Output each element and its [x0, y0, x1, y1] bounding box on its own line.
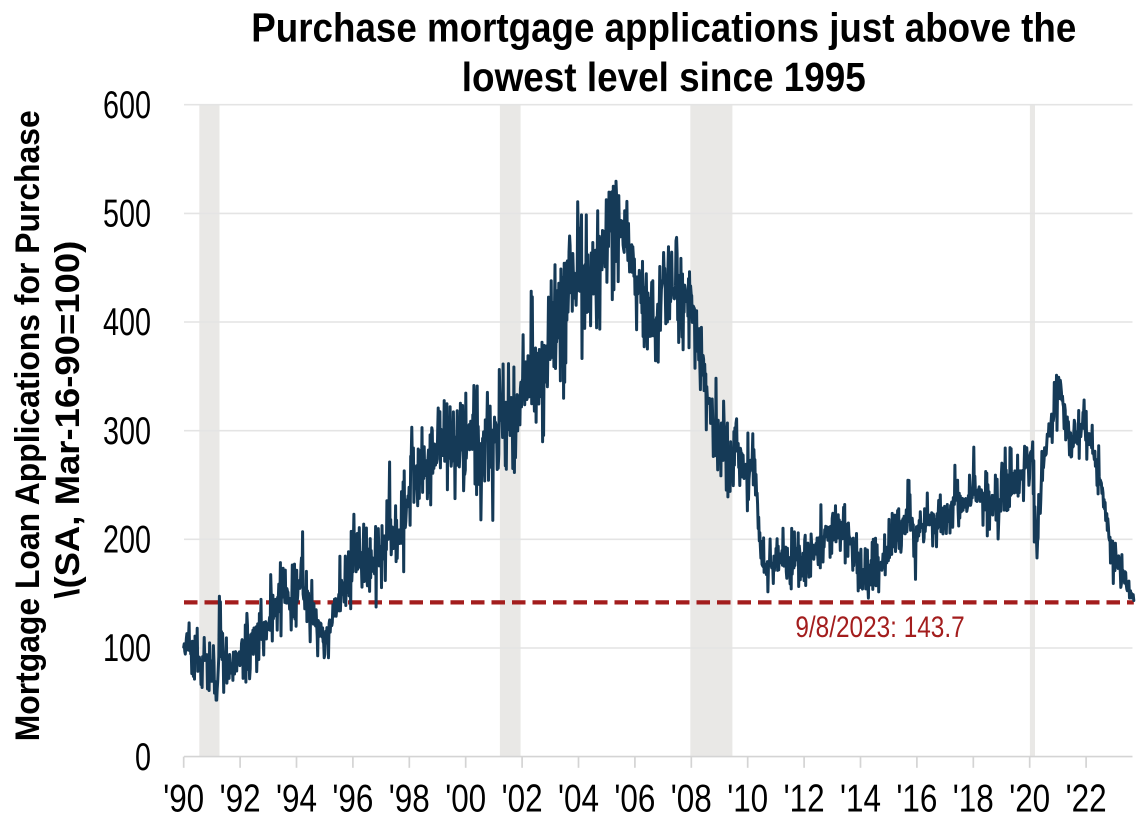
svg-text:'00: '00 [445, 778, 486, 821]
svg-text:'18: '18 [953, 778, 994, 821]
svg-text:lowest level since 1995: lowest level since 1995 [462, 54, 866, 100]
svg-text:'04: '04 [558, 778, 599, 821]
svg-text:0: 0 [135, 736, 151, 779]
svg-text:'92: '92 [220, 778, 261, 821]
svg-text:'08: '08 [671, 778, 712, 821]
svg-text:Purchase mortgage applications: Purchase mortgage applications just abov… [251, 4, 1076, 50]
svg-text:'02: '02 [502, 778, 543, 821]
svg-text:'20: '20 [1009, 778, 1050, 821]
svg-text:'16: '16 [896, 778, 937, 821]
svg-text:200: 200 [103, 519, 151, 562]
svg-text:'22: '22 [1066, 778, 1107, 821]
svg-text:'94: '94 [276, 778, 317, 821]
svg-text:600: 600 [103, 84, 151, 127]
svg-text:'06: '06 [614, 778, 655, 821]
svg-text:'14: '14 [840, 778, 881, 821]
svg-text:500: 500 [103, 193, 151, 236]
svg-text:Mortgage Loan Applications for: Mortgage Loan Applications for Purchase [9, 110, 47, 741]
svg-text:100: 100 [103, 627, 151, 670]
svg-text:'96: '96 [332, 778, 373, 821]
svg-text:9/8/2023: 143.7: 9/8/2023: 143.7 [795, 611, 964, 644]
svg-text:400: 400 [103, 301, 151, 344]
svg-text:300: 300 [103, 410, 151, 453]
svg-text:'12: '12 [784, 778, 825, 821]
svg-text:\(SA, Mar-16-90=100): \(SA, Mar-16-90=100) [49, 241, 87, 599]
svg-text:'90: '90 [163, 778, 204, 821]
svg-text:'98: '98 [389, 778, 430, 821]
svg-text:'10: '10 [727, 778, 768, 821]
